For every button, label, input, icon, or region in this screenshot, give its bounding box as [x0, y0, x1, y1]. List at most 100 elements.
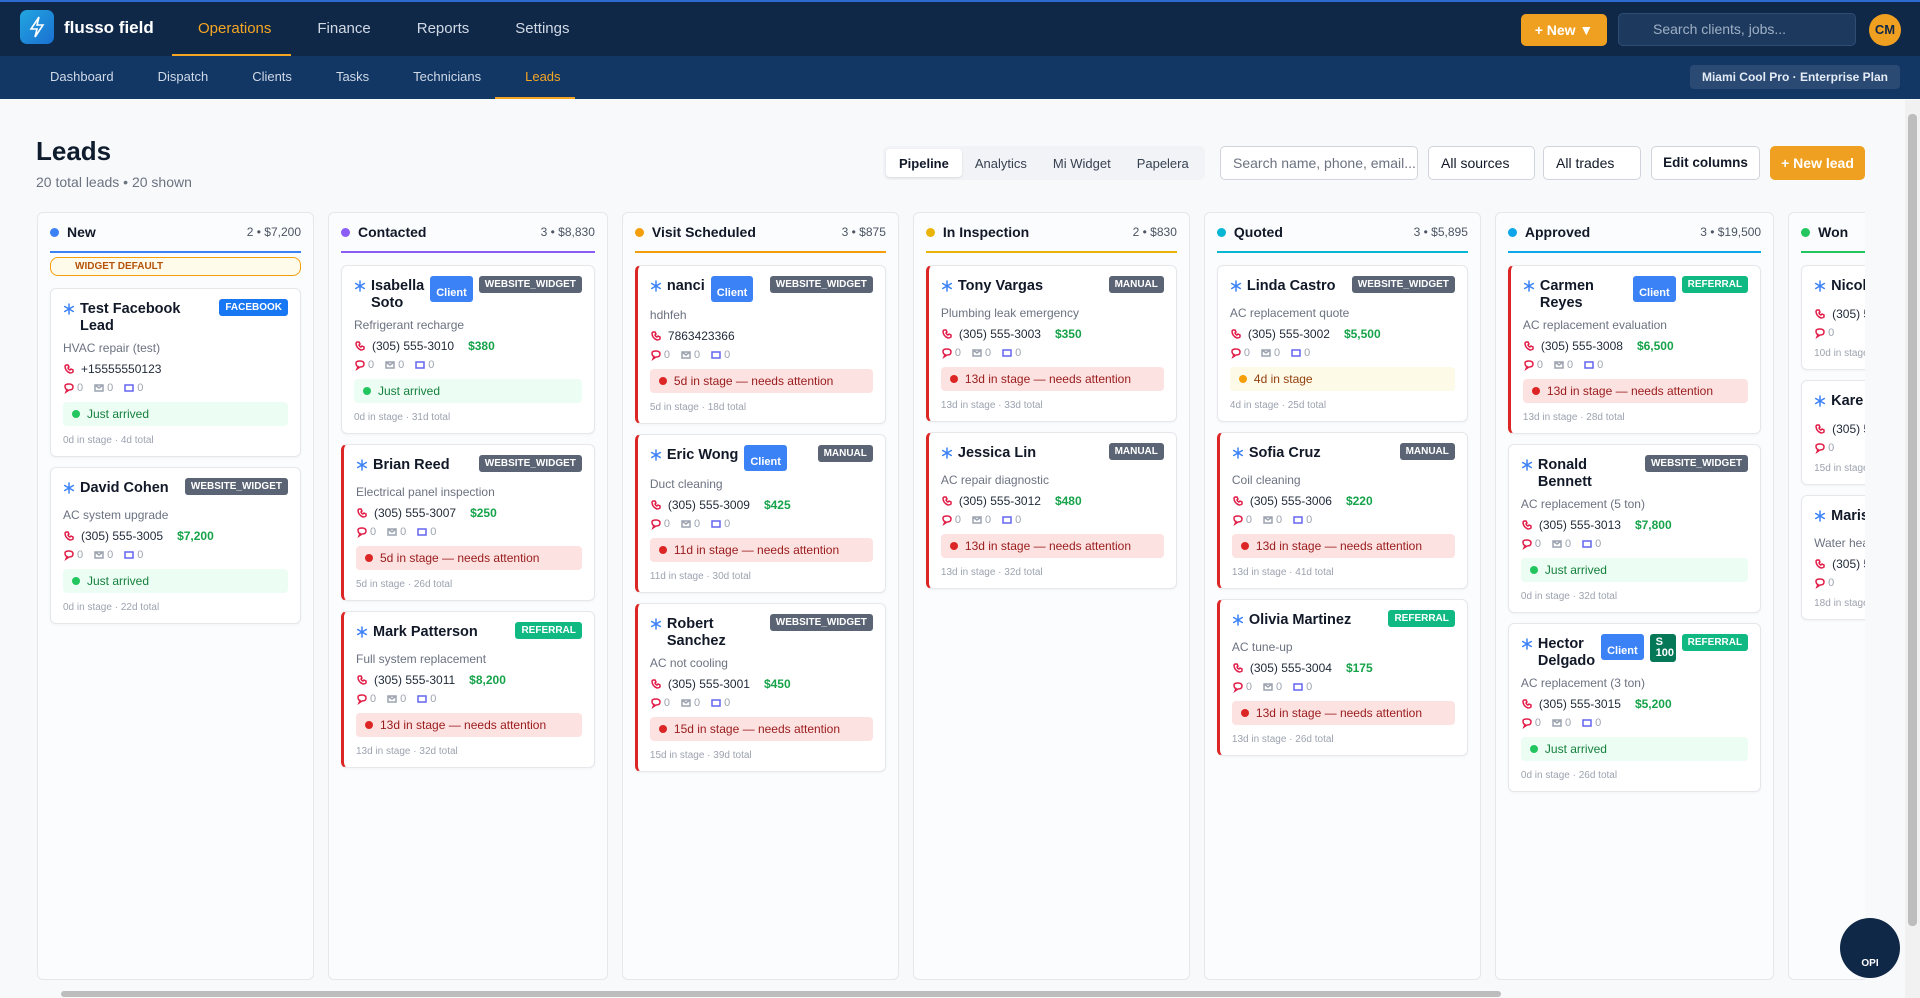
total-time: 32d total: [995, 567, 1042, 578]
time-footer: 0d in stage26d total: [1521, 770, 1748, 781]
lead-card[interactable]: Kare Thom (305) 5 0 15d in stage: [1801, 380, 1865, 485]
count-value: 0: [1565, 717, 1572, 729]
column-header: New 2 • $7,200: [50, 213, 301, 253]
count: 0: [63, 382, 83, 394]
stage-name: Visit Scheduled: [651, 224, 756, 240]
lead-search[interactable]: Search name, phone, email...: [1220, 146, 1418, 180]
nav-tab[interactable]: Settings: [515, 20, 570, 37]
count-value: 0: [137, 382, 144, 394]
lead-card[interactable]: Sofia Cruz MANUAL Coil cleaning (305) 555-3…: [1216, 432, 1468, 589]
card-list: nanci Client WEBSITE_WIDGET hdhfeh 786342336…: [634, 265, 886, 772]
h-scrollbar[interactable]: [37, 990, 1865, 998]
count: 0: [1230, 347, 1250, 359]
logo[interactable]: [20, 10, 54, 44]
stage-status: 13d in stage — needs attention: [356, 713, 582, 737]
trade-icon: [1523, 280, 1534, 292]
column-header: Visit Scheduled 3 • $875: [634, 213, 886, 253]
count: 0: [710, 349, 730, 361]
global-search[interactable]: Search clients, jobs...: [1618, 13, 1856, 46]
view-tab[interactable]: Pipeline: [886, 149, 962, 177]
chat-button[interactable]: OPI: [1840, 918, 1900, 978]
edit-columns[interactable]: Edit columns: [1651, 146, 1760, 180]
count-icon: [1233, 682, 1243, 693]
new-button[interactable]: + New ▼: [1521, 14, 1607, 46]
lead-card[interactable]: Mark Patterson REFERRAL Full system replac…: [341, 611, 595, 768]
avatar[interactable]: CM: [1869, 14, 1901, 46]
sub-nav-item[interactable]: Leads: [495, 56, 575, 99]
column-header: Quoted 3 • $5,895: [1216, 213, 1468, 253]
lead-card[interactable]: Hector Delgado Client S 100 REFERRAL AC repl…: [1507, 623, 1762, 792]
tag: Client: [430, 276, 473, 302]
v-scrollbar[interactable]: [1905, 100, 1920, 998]
stage-time: 4d in stage: [1229, 400, 1279, 411]
count-value: 0: [1276, 681, 1283, 693]
name-row: David Cohen WEBSITE_WIDGET: [63, 478, 288, 502]
v-scroll-thumb[interactable]: [1908, 114, 1917, 926]
time-footer: 13d in stage26d total: [1232, 734, 1455, 745]
lead-card[interactable]: David Cohen WEBSITE_WIDGET AC system upgra…: [50, 467, 301, 624]
tag: Client: [710, 276, 754, 302]
view-tab[interactable]: Papelera: [1136, 156, 1189, 171]
stage-dot: [1216, 227, 1226, 237]
phone: (305) 555-3005: [81, 529, 164, 543]
sub-nav-item[interactable]: Clients: [252, 69, 292, 84]
count-icon: [942, 515, 952, 526]
lead-card[interactable]: Olivia Martinez REFERRAL AC tune-up (305) 5…: [1216, 599, 1468, 756]
count: 0: [710, 518, 730, 530]
stage-status: Just arrived: [63, 402, 288, 426]
count-icon: [972, 516, 982, 524]
count-icon: [651, 350, 661, 361]
h-scroll-thumb[interactable]: [61, 991, 1501, 997]
view-tab[interactable]: Mi Widget: [1052, 156, 1111, 171]
lead-card[interactable]: Tony Vargas MANUAL Plumbing leak emergency…: [925, 265, 1177, 422]
count-value: 0: [1534, 717, 1542, 729]
name-row: Isabella Soto Client WEBSITE_WIDGET: [354, 276, 582, 312]
count: 0: [680, 349, 700, 361]
count-value: 0: [954, 514, 962, 526]
lead-card[interactable]: Linda Castro WEBSITE_WIDGET AC replacement…: [1216, 265, 1468, 422]
lead-card[interactable]: Brian Reed WEBSITE_WIDGET Electrical panel…: [341, 444, 595, 601]
lead-card[interactable]: Nicol Brow (305) 5 0 10d in stage: [1801, 265, 1865, 370]
count-icon: [1584, 361, 1594, 369]
sub-nav-item[interactable]: Technicians: [413, 69, 482, 84]
phone-icon: [1524, 341, 1534, 351]
phone: (305) 555-3003: [958, 327, 1041, 341]
lead-card[interactable]: Isabella Soto Client WEBSITE_WIDGET Refrige…: [341, 265, 595, 434]
lead-card[interactable]: Test Facebook Lead FACEBOOK HVAC repair (t…: [50, 288, 301, 457]
count-icon: [417, 528, 427, 536]
stage-summary: 2 • $830: [1132, 225, 1177, 239]
name-wrap: Sofia Cruz MANUAL: [1249, 443, 1455, 462]
stage-status: 13d in stage — needs attention: [1231, 701, 1455, 725]
count-row: 0 0 0: [1230, 347, 1455, 359]
phone-icon: [1815, 309, 1825, 319]
time-footer: 15d in stage39d total: [650, 750, 873, 761]
stage-summary: 2 • $7,200: [246, 225, 301, 239]
new-lead-button[interactable]: + New lead: [1770, 146, 1865, 180]
count: 0: [1260, 347, 1280, 359]
lead-card[interactable]: Eric Wong Client MANUAL Duct cleaning (305) …: [634, 434, 886, 593]
lead-card[interactable]: nanci Client WEBSITE_WIDGET hdhfeh 786342336…: [634, 265, 886, 424]
sub-nav-item[interactable]: Tasks: [335, 69, 370, 84]
count: 0: [123, 382, 143, 394]
lead-card[interactable]: Maris Water heat (305) 5 0 18d in stage: [1801, 495, 1865, 620]
sub-nav-item[interactable]: Dispatch: [157, 69, 209, 84]
stage-status: 13d in stage — needs attention: [1231, 534, 1455, 558]
sub-nav-item[interactable]: Dashboard: [50, 69, 114, 84]
trade-icon: [1232, 614, 1243, 626]
nav-tab[interactable]: Reports: [416, 20, 470, 37]
phone-icon: [357, 675, 367, 685]
lead-card[interactable]: Carmen Reyes Client REFERRAL AC replacement…: [1507, 265, 1762, 434]
count-row: 0 0 0: [941, 514, 1164, 526]
lead-card[interactable]: Jessica Lin MANUAL AC repair diagnostic (30…: [925, 432, 1177, 589]
logo-icon: [29, 16, 45, 38]
nav-tab[interactable]: Finance: [317, 20, 371, 37]
stage-name: Contacted: [358, 224, 427, 240]
lead-card[interactable]: Ronald Bennett WEBSITE_WIDGET AC replaceme…: [1507, 444, 1762, 613]
stage-status: 5d in stage — needs attention: [356, 546, 582, 570]
view-tab[interactable]: Analytics: [974, 156, 1027, 171]
source-filter[interactable]: All sources: [1428, 146, 1535, 180]
count-row: 0 0 0: [356, 526, 582, 538]
trade-filter[interactable]: All trades: [1543, 146, 1641, 180]
nav-tab[interactable]: Operations: [172, 2, 292, 56]
lead-card[interactable]: Robert Sanchez WEBSITE_WIDGET AC not cooli…: [634, 603, 886, 772]
